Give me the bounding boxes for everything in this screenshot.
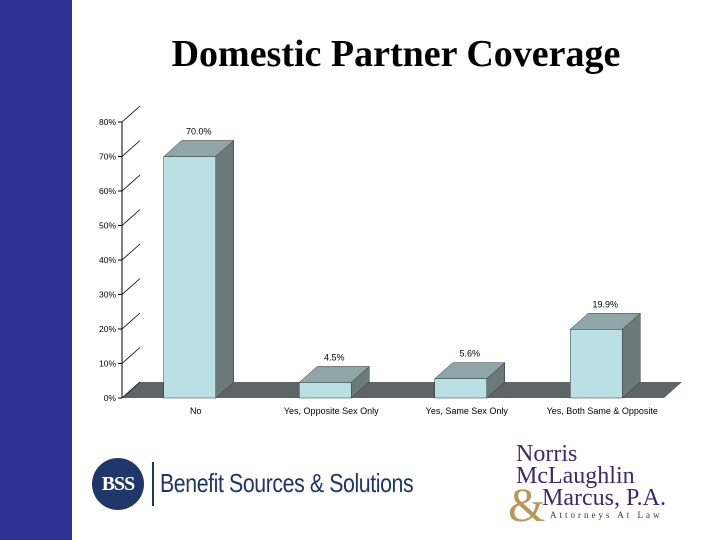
y-tick-depth bbox=[121, 243, 141, 261]
y-tick-depth bbox=[121, 381, 141, 399]
bar-side bbox=[215, 139, 234, 399]
slide-title: Domestic Partner Coverage bbox=[171, 33, 621, 75]
bar bbox=[299, 382, 352, 399]
y-tick-depth bbox=[121, 312, 141, 330]
y-tick-label: 40% bbox=[99, 255, 116, 265]
firm-tagline: Attorneys At Law bbox=[550, 510, 663, 520]
y-tick-label: 60% bbox=[99, 186, 116, 196]
bss-emblem-icon: BSS bbox=[92, 458, 144, 510]
y-tick-label: 20% bbox=[99, 324, 116, 334]
benefit-sources-logo: BSS Benefit Sources & Solutions bbox=[92, 458, 414, 514]
benefit-sources-name: Benefit Sources & Solutions bbox=[160, 468, 414, 498]
y-tick-depth bbox=[121, 105, 141, 123]
y-tick-label: 80% bbox=[99, 117, 116, 127]
y-tick-depth bbox=[121, 347, 141, 364]
x-category-label: Yes, Opposite Sex Only bbox=[284, 406, 379, 416]
x-category-label: Yes, Same Sex Only bbox=[426, 406, 509, 416]
bar-chart: 0% 10% 20% 30% 40% 50% 60% 70% 80% 70.0% No 4.5% Yes… bbox=[99, 105, 682, 416]
bar bbox=[163, 156, 216, 399]
chart-frame: 0% 10% 20% 30% 40% 50% 60% 70% 80% 70.0% No 4.5% Yes… bbox=[82, 104, 688, 424]
y-tick-depth bbox=[121, 174, 141, 192]
ampersand-icon: & bbox=[508, 479, 546, 532]
bar-value-label: 19.9% bbox=[592, 299, 618, 309]
left-accent-band bbox=[0, 0, 72, 540]
firm-name-line-1: Norris bbox=[516, 441, 578, 467]
y-tick-label: 70% bbox=[99, 152, 116, 162]
y-tick-label: 30% bbox=[99, 290, 116, 300]
chart-floor bbox=[122, 382, 682, 398]
y-tick-label: 50% bbox=[99, 221, 116, 231]
bar bbox=[570, 329, 623, 399]
logo-divider bbox=[152, 462, 154, 506]
y-tick-depth bbox=[121, 209, 141, 226]
y-tick-depth bbox=[121, 278, 141, 295]
y-tick-label: 10% bbox=[99, 359, 116, 369]
firm-name-line-3: Marcus, P.A. bbox=[542, 485, 666, 511]
bar-value-label: 70.0% bbox=[186, 127, 212, 137]
bar-value-label: 4.5% bbox=[324, 352, 345, 362]
bar-value-label: 5.6% bbox=[459, 349, 480, 359]
firm-name-line-2: McLaughlin bbox=[516, 463, 635, 489]
y-tick-label: 0% bbox=[104, 393, 117, 403]
y-tick-depth bbox=[121, 140, 141, 157]
x-category-label: Yes, Both Same & Opposite bbox=[547, 406, 658, 416]
bar bbox=[434, 378, 487, 399]
norris-mclaughlin-logo: Norris McLaughlin & Marcus, P.A. Attorne… bbox=[508, 440, 708, 530]
x-category-label: No bbox=[190, 406, 202, 416]
